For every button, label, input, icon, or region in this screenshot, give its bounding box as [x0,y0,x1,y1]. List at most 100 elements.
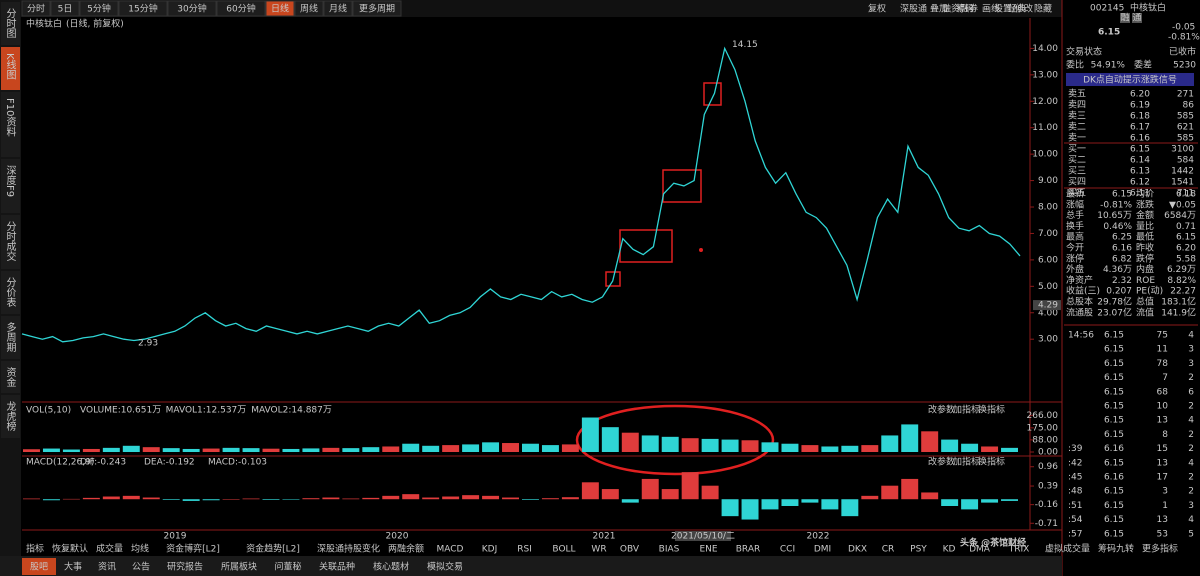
period-tab[interactable] [79,0,119,17]
period-label[interactable]: 5分钟 [87,3,111,15]
indicator-tab[interactable]: 筹码九转 [1098,543,1134,555]
bar [282,448,300,452]
indicator-tab[interactable]: RSI [517,545,532,555]
indicator-tab[interactable]: CR [882,545,895,555]
indicator-tab[interactable]: KD [943,545,956,555]
panel-button[interactable]: 换指标 [978,456,1005,468]
side-tab[interactable] [1,2,20,45]
indicator-tab[interactable]: OBV [620,545,640,555]
indicator-tab[interactable]: WR [591,545,606,555]
signal[interactable]: DK点自动提示涨跌信号 [1083,74,1177,86]
bottom-tab[interactable]: 股吧 [30,562,48,573]
period-tab[interactable] [50,0,80,17]
indicator-tab[interactable]: 成交量 [96,543,123,555]
indicator-tab[interactable]: DMI [814,545,831,555]
period-tab[interactable] [352,0,402,17]
period-tab[interactable] [294,0,324,17]
period-label[interactable]: 5日 [58,4,73,15]
side-tab-label[interactable]: 分时成交 [4,221,16,262]
side-tab[interactable] [1,215,20,269]
indicator-tab[interactable]: DKX [848,545,867,555]
period-tab[interactable] [265,0,295,17]
period-label[interactable]: 15分钟 [128,3,157,15]
stat-value: 10.65万 [1097,211,1132,221]
period-label[interactable]: 30分钟 [177,3,206,15]
bottom-tab[interactable]: 模拟交易 [427,561,463,573]
side-tab[interactable] [1,361,20,393]
panel-button[interactable]: 加指标 [953,456,980,468]
indicator-tab[interactable]: CCI [780,545,795,555]
period-label[interactable]: 更多周期 [359,3,395,15]
bottom-tab[interactable]: 公告 [132,561,150,573]
indicator-tab[interactable]: 恢复默认 [52,543,88,555]
tool-label[interactable]: 融资融券 [942,3,978,15]
indicator-tab[interactable]: MACD [437,545,464,555]
indicator-tab[interactable]: KDJ [482,545,498,555]
side-tab-label[interactable]: 分价表 [4,277,16,308]
bottom-tab[interactable]: 资讯 [98,562,116,573]
bottom-tab[interactable]: 核心题材 [373,561,409,573]
side-tab-label[interactable]: 龙虎榜 [4,400,16,432]
indicator-tab[interactable]: 资金趋势[L2] [246,543,300,555]
period-tab[interactable] [21,0,51,17]
indicator-tab[interactable]: BOLL [552,545,575,555]
signal-bg[interactable] [1066,73,1194,86]
period-label[interactable]: 日线 [271,3,289,15]
indicator-tab[interactable]: 深股通持股变化 [317,543,380,555]
side-tab[interactable] [1,316,20,359]
period-label[interactable]: 60分钟 [226,3,255,15]
side-tab-label[interactable]: F10资料 [4,98,16,137]
panel-button[interactable]: 改参数 [928,456,955,468]
side-tab-label[interactable]: 分时图 [4,8,16,39]
indicator-tab[interactable]: 资金博弈[L2] [166,543,220,555]
bottom-tab[interactable]: 所属板块 [221,561,257,573]
top-tool[interactable]: 画线 [982,3,1000,15]
tool-label[interactable]: 设置/修改 [994,3,1033,15]
side-tab[interactable] [1,395,20,438]
panel-button[interactable]: 加指标 [953,404,980,416]
period-label[interactable]: 分时 [27,3,45,15]
panel-button[interactable]: 改参数 [928,404,955,416]
indicator-tab[interactable]: 虚拟成交量 [1045,543,1090,555]
side-tab[interactable] [1,47,20,90]
panel-button[interactable]: 换指标 [978,404,1005,416]
bar [801,445,819,452]
indicator-tab[interactable]: 均线 [131,543,149,555]
top-tool[interactable]: 筹码 [956,3,974,15]
indicator-tab[interactable]: 两融余额 [388,543,424,555]
bottom-tab[interactable]: 大事 [64,561,82,573]
indicator-tab[interactable]: 指标 [26,543,44,555]
indicator-tab[interactable]: 更多指标 [1142,543,1178,555]
top-tool[interactable]: 经典 [1008,3,1026,15]
bottom-tab[interactable]: 问董秘 [274,561,301,573]
status: 已收市 [1169,46,1196,58]
period-tab[interactable] [216,0,266,17]
indicator-tab[interactable]: PSY [910,545,927,555]
period-tab[interactable] [167,0,217,17]
top-tool[interactable]: 隐藏 [1034,3,1052,15]
book-price: 6.19 [1130,101,1150,111]
indicator-tab[interactable]: BRAR [736,545,760,555]
indicator-tab[interactable]: TRIX [1008,545,1030,555]
side-tab-label[interactable]: 多周期 [4,321,16,353]
period-tab[interactable] [323,0,353,17]
side-tab-label[interactable]: K线图 [4,53,16,80]
trade-count: 2 [1188,473,1194,483]
indicator-tab[interactable]: ENE [699,545,717,555]
bottom-tab-bg[interactable] [22,558,56,575]
side-tab[interactable] [1,92,20,157]
top-tool[interactable]: 叠加 [930,4,948,15]
bottom-tab[interactable]: 研究报告 [167,561,203,573]
side-tab[interactable] [1,271,20,314]
tool-label[interactable]: 深股通 [900,4,927,15]
side-tab-label[interactable]: 资金 [4,367,16,387]
period-label[interactable]: 周线 [300,3,318,15]
period-tab[interactable] [118,0,168,17]
bottom-tab[interactable]: 关联品种 [319,561,355,573]
side-tab-label[interactable]: 深度F9 [4,165,16,197]
side-tab[interactable] [1,159,20,213]
tool-label[interactable]: 复权 [868,3,886,15]
period-label[interactable]: 月线 [329,3,347,15]
indicator-tab[interactable]: DMA [969,545,991,555]
indicator-tab[interactable]: BIAS [659,545,680,555]
